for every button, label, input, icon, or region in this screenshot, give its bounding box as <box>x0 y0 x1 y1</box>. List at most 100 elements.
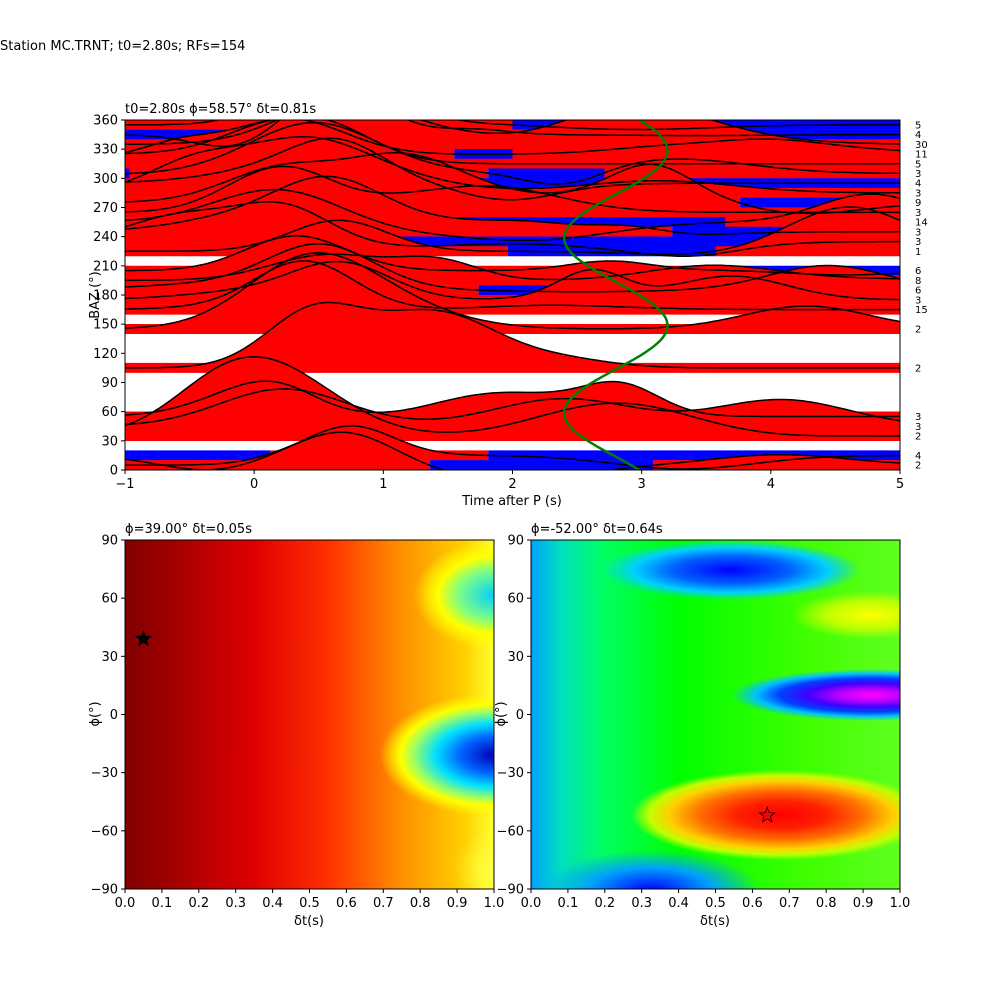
rf-trace <box>125 120 900 165</box>
misfit-right-best-fit-star <box>758 806 776 823</box>
rf-count-label: 2 <box>915 431 921 442</box>
misfit-left-y-tick-label: −90 <box>91 883 118 898</box>
rf-count-label: 2 <box>915 461 921 472</box>
rf-trace <box>125 206 900 255</box>
misfit-left-star-layer <box>134 629 153 647</box>
misfit-left-x-tick-label: 1.0 <box>484 896 505 911</box>
rf-y-axis-label: BAZ (°) <box>88 271 103 319</box>
rf-x-tick-label: 2 <box>508 477 516 492</box>
rf-trace <box>125 356 900 437</box>
rf-y-ticks: 0 30 60 90 120 150 180 210 240 270 300 330 360 <box>93 114 125 479</box>
rf-count-label: 5 <box>915 159 921 170</box>
misfit-right-frame <box>530 539 901 890</box>
rf-trace <box>125 121 900 185</box>
misfit-right-y-tick-label: 0 <box>516 708 524 723</box>
misfit-left-frame <box>124 539 495 890</box>
misfit-right-y-tick-label: 30 <box>507 650 524 665</box>
rf-trace <box>125 425 900 470</box>
rf-y-tick-label: 150 <box>93 318 118 333</box>
misfit-right-x-tick-label: 0.2 <box>594 896 615 911</box>
misfit-right-x-tick-label: 0.6 <box>742 896 763 911</box>
harmonic-curve-layer <box>562 120 669 470</box>
rf-trace <box>125 201 900 257</box>
rf-count-label: 14 <box>915 218 928 229</box>
misfit-left-x-tick-label: 0.9 <box>447 896 468 911</box>
rf-trace <box>125 120 900 131</box>
misfit-left-best-fit-star <box>134 629 153 647</box>
misfit-right-y-ticks: −90 −60 −30 0 30 60 90 <box>497 534 531 898</box>
misfit-left-x-tick-label: 0.0 <box>115 896 136 911</box>
rf-panel: t0=2.80s ϕ=58.57° δt=0.81s −1 0 1 2 3 4 5 0306… <box>88 102 928 509</box>
rf-trace <box>125 431 900 470</box>
rf-fill-layer <box>125 120 900 470</box>
rf-x-tick-label: 4 <box>767 477 775 492</box>
rf-count-label: 3 <box>915 295 921 306</box>
rf-count-label: 4 <box>915 179 921 190</box>
rf-y-tick-label: 240 <box>93 230 118 245</box>
rf-count-label: 3 <box>915 188 921 199</box>
rf-count-label: 2 <box>915 363 921 374</box>
rf-count-label: 15 <box>915 305 928 316</box>
rf-y-tick-label: 210 <box>93 259 118 274</box>
rf-trace <box>125 380 900 418</box>
rf-y-tick-label: 30 <box>101 434 118 449</box>
misfit-right-y-tick-label: 90 <box>507 534 524 549</box>
rf-x-tick-label: 0 <box>250 477 258 492</box>
rf-count-label: 11 <box>915 150 928 161</box>
misfit-right-x-axis-label: δt(s) <box>700 914 730 929</box>
rf-positive-lobe <box>125 432 900 466</box>
misfit-left-y-tick-label: −30 <box>91 766 118 781</box>
rf-trace <box>125 165 900 214</box>
rf-count-label: 2 <box>915 325 921 336</box>
rf-trace <box>125 152 900 215</box>
misfit-right-x-tick-label: 0.3 <box>631 896 652 911</box>
misfit-right-y-tick-label: −60 <box>497 824 524 839</box>
rf-y-tick-label: 300 <box>93 172 118 187</box>
rf-positive-lobe <box>125 356 900 436</box>
rf-count-label: 8 <box>915 276 921 287</box>
misfit-left-x-tick-label: 0.6 <box>336 896 357 911</box>
misfit-left-x-tick-label: 0.3 <box>225 896 246 911</box>
misfit-left-x-tick-label: 0.4 <box>262 896 283 911</box>
rf-y-tick-label: 330 <box>93 143 118 158</box>
rf-trace <box>125 301 900 369</box>
rf-x-ticks: −1 0 1 2 3 4 5 <box>115 470 904 492</box>
misfit-left-x-axis-label: δt(s) <box>294 914 324 929</box>
rf-trace <box>125 120 900 145</box>
rf-trace <box>125 252 900 330</box>
rf-trace <box>125 253 900 282</box>
misfit-right-x-tick-label: 0.8 <box>816 896 837 911</box>
misfit-left-x-tick-label: 0.8 <box>410 896 431 911</box>
rf-x-axis-label: Time after P (s) <box>461 494 562 509</box>
rf-count-label: 3 <box>915 227 921 238</box>
rf-count-label: 30 <box>915 140 928 151</box>
figure-suptitle: Station MC.TRNT; t0=2.80s; RFs=154 <box>0 39 245 54</box>
misfit-right-y-tick-label: 60 <box>507 592 524 607</box>
misfit-left-x-tick-label: 0.2 <box>188 896 209 911</box>
rf-y-tick-label: 120 <box>93 347 118 362</box>
rf-negative-band <box>430 460 653 470</box>
harmonic-fit-curve <box>562 120 669 470</box>
rf-trace <box>125 175 900 236</box>
misfit-left-y-tick-label: 30 <box>101 650 118 665</box>
misfit-left-y-tick-label: 60 <box>101 592 118 607</box>
misfit-left-x-ticks: 0.0 0.1 0.2 0.3 0.4 0.5 0.6 0.7 0.8 0.9 1.0 <box>115 889 505 911</box>
rf-count-label: 3 <box>915 208 921 219</box>
rf-y-tick-label: 90 <box>101 376 118 391</box>
rf-trace-layer <box>125 120 900 470</box>
misfit-left-y-ticks: −90 −60 −30 0 30 60 90 <box>91 534 125 898</box>
rf-x-tick-label: 1 <box>379 477 387 492</box>
rf-count-label: 3 <box>915 169 921 180</box>
rf-count-label: 4 <box>915 451 921 462</box>
misfit-left-y-tick-label: 0 <box>110 708 118 723</box>
misfit-right-y-axis-label: ϕ(°) <box>494 701 509 726</box>
rf-x-tick-label: 3 <box>638 477 646 492</box>
misfit-left-y-tick-label: −60 <box>91 824 118 839</box>
rf-positive-lobe <box>125 302 900 368</box>
misfit-left-title: ϕ=39.00° δt=0.05s <box>125 522 252 537</box>
rf-trace <box>125 243 900 293</box>
rf-y-tick-label: 0 <box>110 464 118 479</box>
misfit-left-y-tick-label: 90 <box>101 534 118 549</box>
